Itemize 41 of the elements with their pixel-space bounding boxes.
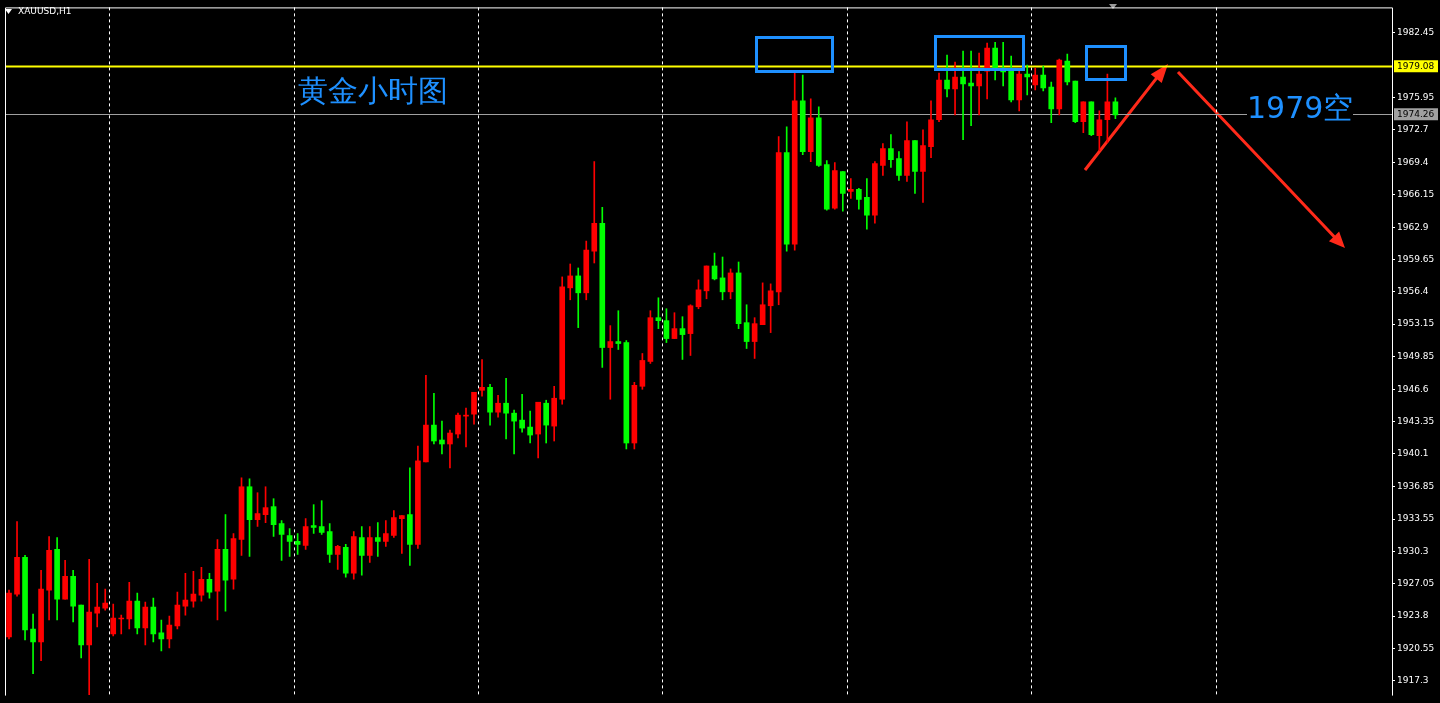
y-tick-label: 1917.3 — [1397, 675, 1429, 686]
candlestick — [519, 393, 525, 433]
annotation: 1979空 — [1247, 88, 1354, 129]
candlestick — [439, 420, 445, 455]
y-tick-label: 1920.55 — [1397, 642, 1435, 653]
candlestick — [511, 409, 517, 455]
chart-subtitle: XAUUSD,H1 — [18, 6, 72, 16]
y-tick-label: 1972.7 — [1397, 124, 1429, 135]
candlestick — [86, 559, 93, 695]
text: 黄金小时图 — [298, 72, 448, 110]
candlestick — [399, 515, 405, 554]
y-tick-label: 1933.55 — [1397, 513, 1435, 524]
y-tick-label: 1927.05 — [1397, 578, 1435, 589]
y-tick-label: 1959.65 — [1397, 253, 1435, 264]
y-tick-label: 1969.4 — [1397, 156, 1429, 167]
y-tick-label: 1923.8 — [1397, 610, 1429, 621]
candlestick — [848, 178, 854, 199]
y-tick-label: 1966.15 — [1397, 189, 1435, 200]
y-tick-label: 1943.35 — [1397, 415, 1435, 426]
ref-line-label: 1974.26 — [1397, 108, 1435, 119]
candlestick — [503, 378, 509, 440]
candlestick — [318, 500, 325, 535]
candlestick — [960, 50, 966, 140]
ref-line-label: 1979.08 — [1397, 60, 1435, 71]
y-tick-label: 1982.45 — [1397, 27, 1435, 38]
y-tick-label: 1936.85 — [1397, 480, 1435, 491]
y-tick-label: 1956.4 — [1397, 286, 1429, 297]
candlestick — [607, 325, 614, 400]
y-tick-label: 1946.6 — [1397, 383, 1429, 394]
candlestick — [374, 522, 381, 557]
y-tick-label: 1930.3 — [1397, 545, 1429, 556]
candlestick — [615, 310, 622, 350]
candlestick — [976, 52, 982, 116]
y-tick-label: 1962.9 — [1397, 221, 1429, 232]
y-tick-label: 1953.15 — [1397, 318, 1435, 329]
y-tick-label: 1975.95 — [1397, 91, 1435, 102]
y-tick-label: 1949.85 — [1397, 351, 1435, 362]
candlestick — [30, 613, 36, 675]
candlestick — [94, 582, 101, 628]
y-tick-label: 1940.1 — [1397, 448, 1429, 459]
candlestick — [479, 359, 485, 397]
